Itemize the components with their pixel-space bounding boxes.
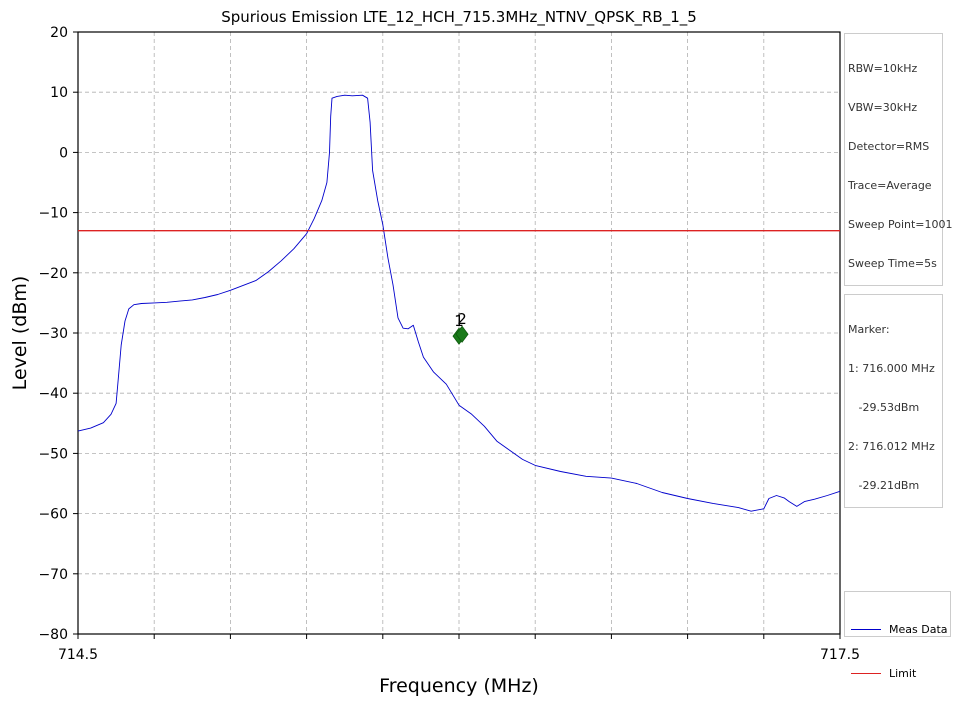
series	[77, 94, 841, 512]
legend-label-meas-data: Meas Data	[889, 622, 948, 636]
settings-rbw: RBW=10kHz	[848, 62, 918, 75]
legend-label-limit: Limit	[889, 666, 917, 680]
marker-2-diamond	[455, 325, 469, 343]
y-tick-label: 0	[59, 145, 68, 161]
settings-vbw: VBW=30kHz	[848, 101, 918, 114]
x-axis-label: Frequency (MHz)	[379, 675, 539, 697]
y-tick-label: −70	[38, 567, 68, 583]
marker-2-level: -29.21dBm	[848, 479, 920, 492]
x-tick-label: 717.5	[820, 647, 860, 663]
plot-frame	[77, 31, 841, 635]
legend-swatch-limit	[851, 672, 881, 674]
settings-sweep-time: Sweep Time=5s	[848, 257, 937, 270]
axes: 20 10 0 −10 −20 −30 −40 −50 −60 −70 −80 714.5 717.5	[38, 25, 860, 663]
y-tick-label: −50	[38, 446, 68, 462]
legend-item-limit: Limit	[847, 664, 948, 682]
y-tick-label: 10	[50, 85, 68, 101]
legend: Meas Data Limit	[844, 591, 951, 680]
y-tick-label: −80	[38, 627, 68, 643]
marker-1-level: -29.53dBm	[848, 401, 920, 414]
y-tick-label: −40	[38, 386, 68, 402]
y-tick-label: −60	[38, 507, 68, 523]
y-axis-label: Level (dBm)	[9, 276, 31, 391]
settings-detector: Detector=RMS	[848, 140, 930, 153]
legend-item-meas-data: Meas Data	[847, 620, 948, 638]
marker-heading: Marker:	[848, 323, 890, 336]
series-meas-data	[77, 94, 841, 512]
chart-title: Spurious Emission LTE_12_HCH_715.3MHz_NT…	[221, 8, 697, 27]
marker-2-freq: 2: 716.012 MHz	[848, 440, 935, 453]
markers: 12	[452, 310, 469, 345]
marker-2-label: 2	[457, 310, 467, 328]
settings-box: RBW=10kHz VBW=30kHz Detector=RMS Trace=A…	[844, 33, 953, 286]
y-tick-label: −10	[38, 206, 68, 222]
settings-sweep-point: Sweep Point=1001	[848, 218, 953, 231]
marker-1-label: 1	[454, 312, 464, 330]
settings-trace: Trace=Average	[848, 179, 932, 192]
legend-swatch-meas-data	[851, 628, 881, 630]
y-tick-label: −20	[38, 266, 68, 282]
marker-1-freq: 1: 716.000 MHz	[848, 362, 935, 375]
marker-box: Marker: 1: 716.000 MHz -29.53dBm 2: 716.…	[844, 294, 943, 508]
y-tick-label: 20	[50, 25, 68, 41]
x-tick-label: 714.5	[58, 647, 98, 663]
grid	[78, 32, 840, 634]
y-tick-label: −30	[38, 326, 68, 342]
